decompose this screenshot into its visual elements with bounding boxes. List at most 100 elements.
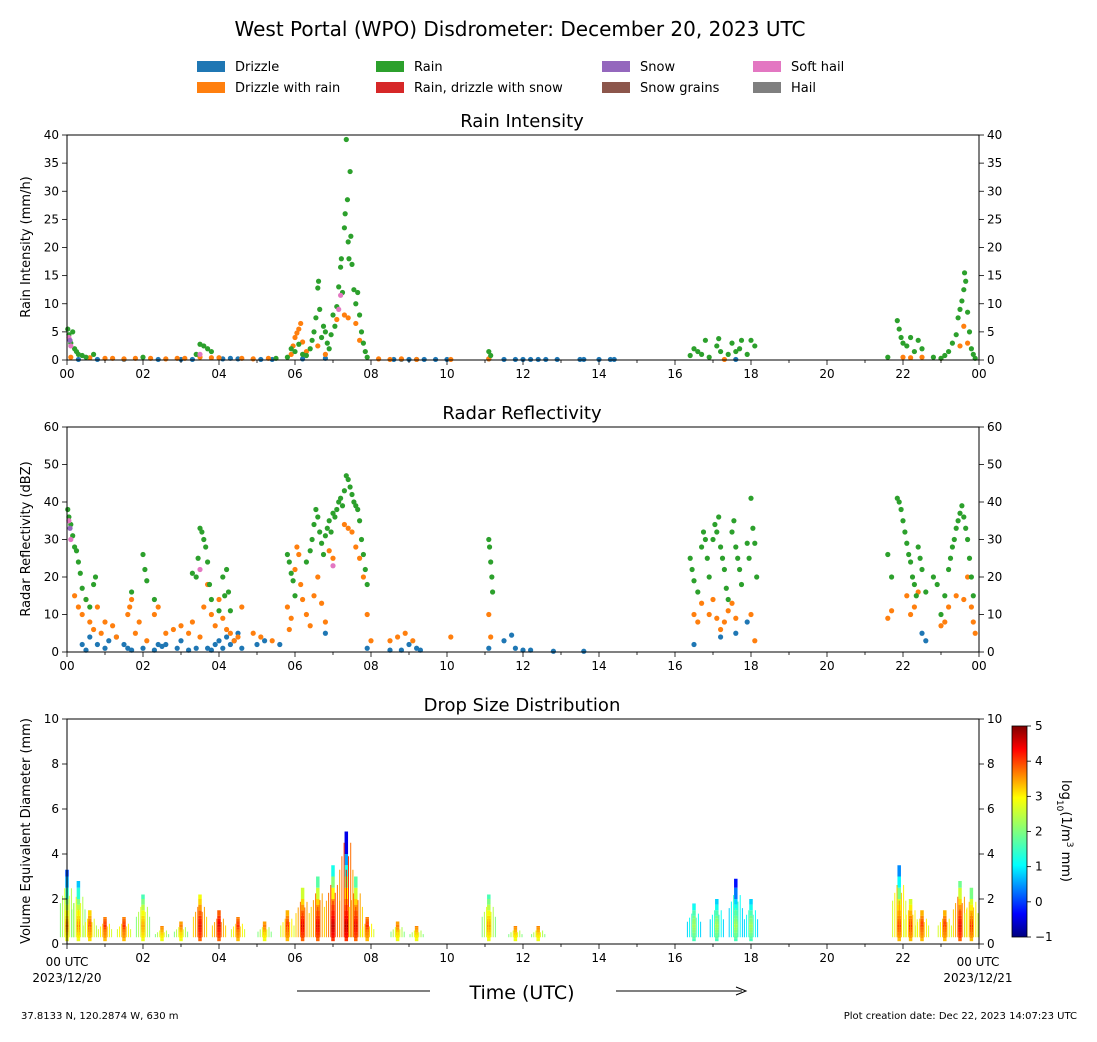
point-drizzle-with-rain [300, 596, 306, 603]
point-rain [348, 233, 354, 239]
dsd-cell [88, 910, 92, 916]
point-drizzle-with-rain [961, 596, 967, 603]
point-rain [729, 529, 735, 535]
y-tick-label-right: 2 [987, 892, 995, 906]
point-drizzle-with-rain [885, 615, 891, 621]
footer-location: 37.8133 N, 120.2874 W, 630 m [21, 1011, 179, 1022]
dsd-cell [141, 938, 145, 942]
point-rain [349, 491, 355, 498]
dsd-cell [198, 910, 202, 916]
point-drizzle-with-rain [79, 611, 85, 618]
point-drizzle-with-rain [110, 623, 116, 629]
point-drizzle [421, 356, 427, 363]
point-drizzle [550, 648, 557, 654]
point-rain [942, 352, 948, 359]
dsd-cell [395, 938, 400, 942]
point-drizzle [512, 356, 519, 363]
x-tick-label: 14 [591, 951, 606, 965]
point-rain [957, 306, 963, 312]
dsd-cell [365, 938, 369, 942]
y-tick-label-left: 40 [44, 128, 59, 142]
point-rain [911, 348, 918, 355]
rain-intensity-panel: Rain Intensity Rain Intensity (mm/h) 00 0… [19, 111, 1002, 381]
point-rain [142, 566, 148, 573]
point-drizzle-with-rain [345, 315, 351, 321]
y-tick-label-left: 30 [44, 184, 59, 198]
y-tick-label-left: 0 [51, 937, 59, 951]
point-rain [889, 574, 895, 580]
point-rain [714, 529, 720, 535]
point-drizzle-with-rain [296, 551, 302, 558]
dsd-cell [365, 927, 369, 930]
dsd-cell [331, 865, 335, 877]
point-rain [345, 476, 351, 483]
dsd-cell [715, 910, 719, 916]
point-rain [364, 354, 370, 360]
dsd-cell [897, 938, 901, 942]
point-drizzle-with-rain [68, 354, 74, 360]
point-rain [317, 306, 323, 312]
dsd-cell [88, 915, 92, 919]
point-drizzle-with-rain [706, 611, 712, 618]
x-tick-label: 08 [363, 659, 378, 673]
point-drizzle-with-rain [961, 323, 967, 329]
point-rain [199, 529, 205, 535]
point-rain [362, 348, 368, 355]
point-drizzle-with-rain [486, 611, 492, 618]
point-drizzle-with-rain [91, 626, 97, 633]
dsd-cell [958, 899, 962, 905]
dsd-cell [969, 887, 974, 899]
colorbar-tick-label: 5 [1035, 719, 1043, 733]
point-rain [896, 326, 902, 332]
point-drizzle-with-rain [311, 593, 317, 599]
point-drizzle-with-rain [360, 574, 366, 580]
point-rain [970, 593, 976, 599]
dsd-cell [749, 904, 753, 911]
point-drizzle-with-rain [208, 355, 214, 361]
point-drizzle-with-rain [239, 604, 245, 610]
point-rain [225, 589, 232, 595]
point-rain [346, 256, 352, 262]
y-tick-label-left: 30 [44, 533, 59, 547]
point-rain [65, 506, 71, 513]
dsd-cell [285, 918, 290, 922]
point-drizzle-with-rain [307, 623, 313, 629]
last-tick-line2: 2023/12/21 [943, 971, 1012, 985]
dsd-cell [908, 904, 913, 911]
point-drizzle-with-rain [334, 316, 340, 323]
point-rain [326, 518, 332, 524]
point-drizzle [607, 356, 614, 363]
point-rain [953, 332, 959, 338]
y-tick-label-left: 60 [44, 420, 59, 434]
dsd-cell [958, 938, 962, 942]
point-rain [965, 536, 971, 543]
point-rain [205, 559, 211, 565]
dsd-cell [487, 938, 491, 942]
dsd-cell [958, 887, 962, 899]
point-rain [91, 351, 97, 357]
dsd-cell [179, 929, 183, 933]
point-drizzle [406, 641, 412, 648]
point-rain [320, 551, 327, 558]
point-rain [963, 525, 969, 531]
plot-frame [66, 718, 980, 945]
point-drizzle [212, 641, 218, 648]
dsd-cell [122, 917, 126, 919]
point-drizzle-with-rain [710, 596, 716, 603]
point-drizzle [501, 356, 507, 363]
point-rain [957, 510, 963, 516]
point-drizzle-with-rain [212, 623, 218, 629]
y-tick-label-right: 5 [987, 325, 995, 339]
legend-label-hail: Hail [791, 81, 816, 96]
point-rain [70, 329, 76, 335]
point-rain [702, 536, 709, 543]
point-drizzle-with-rain [448, 634, 454, 640]
point-rain [330, 312, 336, 318]
point-rain [79, 585, 85, 591]
point-soft-hail [66, 518, 72, 524]
point-drizzle-with-rain [387, 356, 393, 363]
dsd-cell [395, 927, 400, 930]
point-drizzle-with-rain [144, 638, 150, 644]
point-rain [189, 570, 195, 576]
x-tick-label: 18 [743, 951, 758, 965]
